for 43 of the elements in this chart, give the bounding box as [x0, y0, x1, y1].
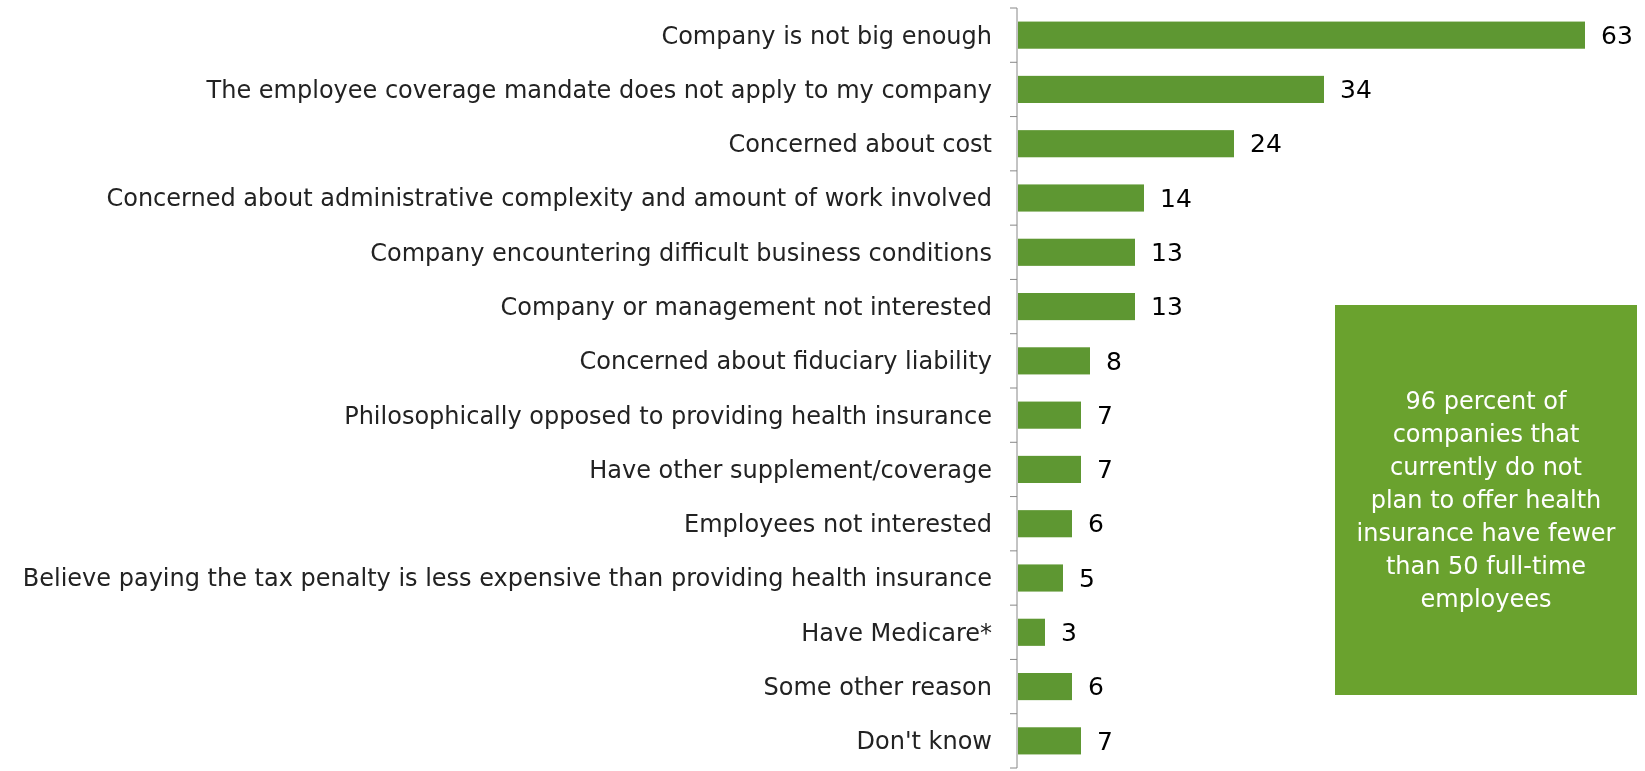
- data-label: 13: [1151, 292, 1183, 322]
- data-label: 7: [1097, 455, 1113, 485]
- bar: [1018, 673, 1072, 701]
- data-label: 6: [1088, 672, 1104, 702]
- data-label: 24: [1250, 129, 1282, 159]
- bar: [1018, 347, 1090, 375]
- y-tick-label: Have other supplement/coverage: [589, 455, 992, 484]
- data-label: 13: [1151, 238, 1183, 268]
- y-tick-label: The employee coverage mandate does not apply to my company: [205, 75, 992, 104]
- data-label: 34: [1340, 75, 1372, 105]
- data-label: 8: [1106, 346, 1122, 376]
- bar: [1018, 184, 1144, 212]
- data-label: 63: [1601, 20, 1633, 50]
- annotation: 96 percent of companies that currently do not plan to offer health insurance have fewer than 50 full-time employees: [1356, 387, 1616, 614]
- y-tick-label: Concerned about fiduciary liability: [579, 347, 992, 376]
- y-tick-label: Company is not big enough: [661, 21, 992, 50]
- data-label: 7: [1097, 726, 1113, 756]
- y-tick-label: Some other reason: [763, 672, 992, 701]
- y-tick-label: Employees not interested: [683, 510, 992, 539]
- bar: [1018, 21, 1585, 49]
- data-label: 14: [1160, 183, 1192, 213]
- bar: [1018, 75, 1324, 103]
- y-tick-label: Don't know: [856, 727, 992, 756]
- y-tick-label: Philosophically opposed to providing health insurance: [344, 401, 992, 430]
- y-tick-label: Concerned about cost: [728, 130, 992, 159]
- data-label: 3: [1061, 618, 1077, 648]
- y-tick-label: Believe paying the tax penalty is less expensive than providing health insurance: [22, 564, 992, 593]
- data-label: 6: [1088, 509, 1104, 539]
- bar: [1018, 727, 1081, 755]
- bar: [1018, 130, 1234, 158]
- bar: [1018, 293, 1135, 321]
- bar: [1018, 618, 1045, 646]
- y-tick-label: Have Medicare*: [801, 618, 992, 647]
- y-tick-label: Company or management not interested: [500, 292, 992, 321]
- bar: [1018, 564, 1063, 592]
- y-tick-label: Concerned about administrative complexity and amount of work involved: [106, 184, 992, 213]
- y-tick-label: Company encountering difficult business conditions: [370, 238, 992, 267]
- bar: [1018, 238, 1135, 266]
- bar: [1018, 455, 1081, 483]
- bar: [1018, 401, 1081, 429]
- data-label: 5: [1079, 563, 1095, 593]
- data-label: 7: [1097, 400, 1113, 430]
- bar: [1018, 510, 1072, 538]
